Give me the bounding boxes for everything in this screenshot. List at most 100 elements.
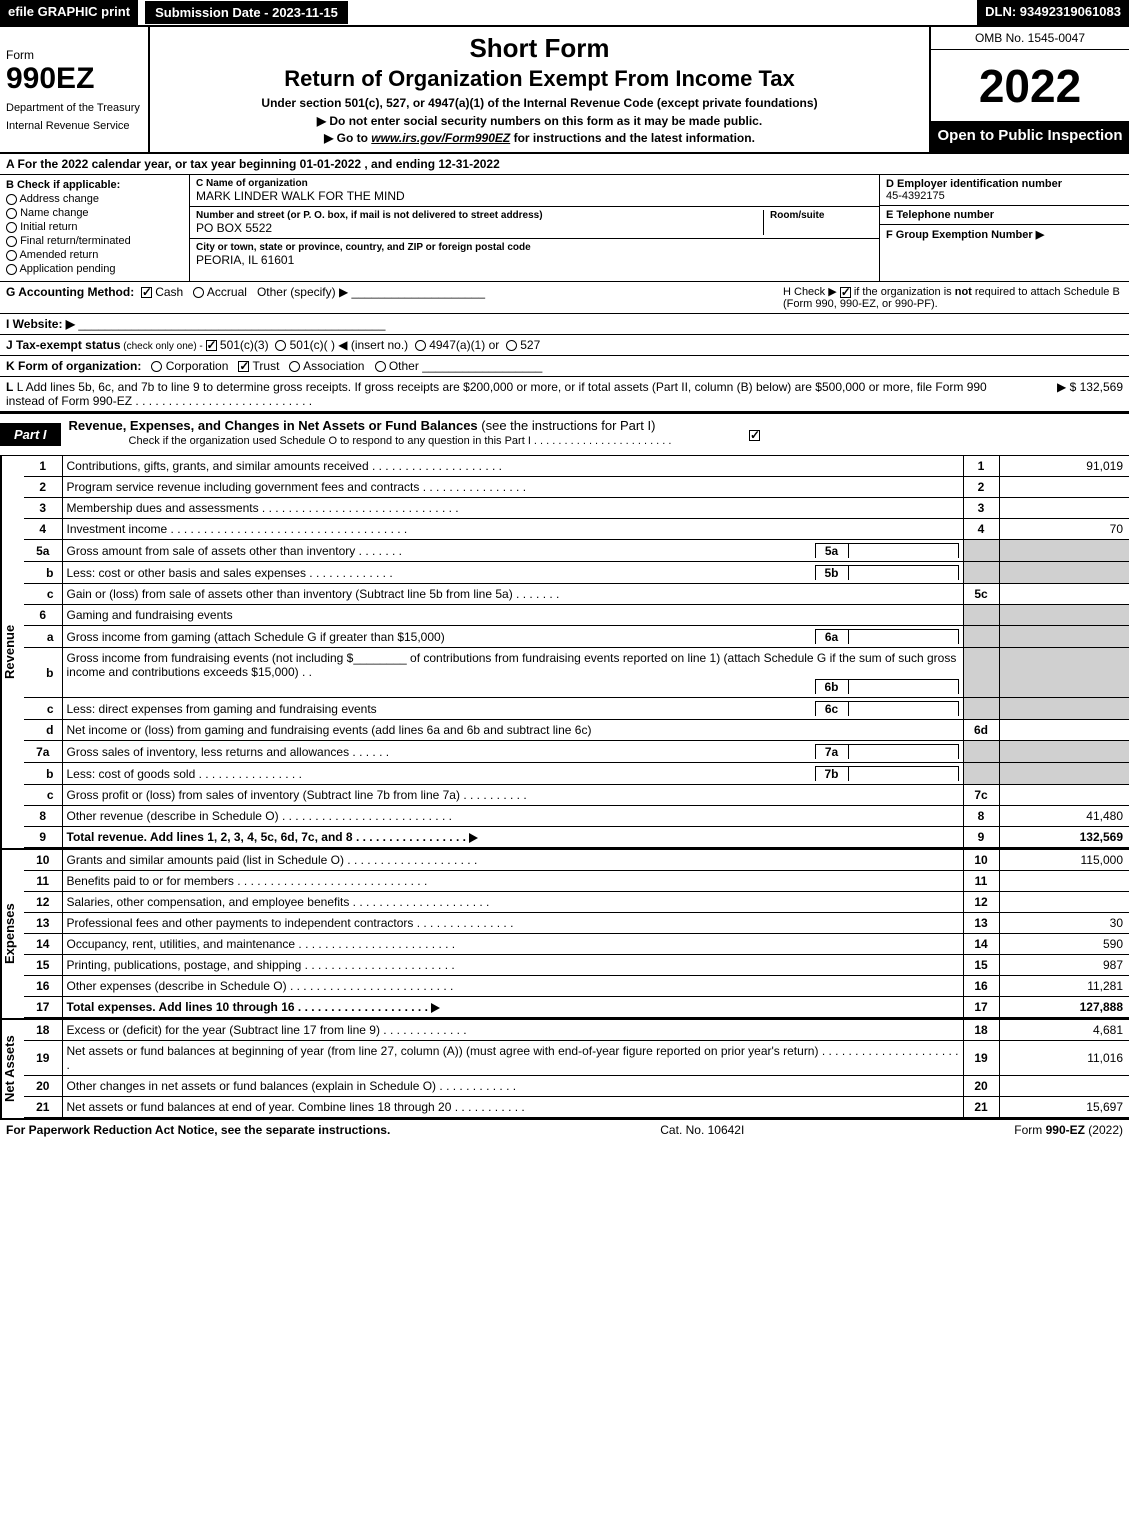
- line-5c: cGain or (loss) from sale of assets othe…: [24, 584, 1129, 605]
- check-501c3[interactable]: [206, 340, 217, 351]
- telephone-row: E Telephone number: [880, 206, 1129, 225]
- check-association[interactable]: [289, 361, 300, 372]
- check-4947[interactable]: [415, 340, 426, 351]
- part1-header: Part I Revenue, Expenses, and Changes in…: [0, 412, 1129, 456]
- j-note: (check only one) -: [121, 341, 206, 352]
- j-501c3: 501(c)(3): [220, 338, 269, 352]
- expenses-side-label: Expenses: [0, 850, 24, 1018]
- k-association: Association: [303, 359, 364, 373]
- dept-treasury: Department of the Treasury: [6, 102, 142, 114]
- check-cash[interactable]: [141, 287, 152, 298]
- k-other: Other: [389, 359, 419, 373]
- part1-tag: Part I: [0, 423, 61, 446]
- check-527[interactable]: [506, 340, 517, 351]
- line-7c: cGross profit or (loss) from sales of in…: [24, 785, 1129, 806]
- check-corporation[interactable]: [151, 361, 162, 372]
- check-accrual[interactable]: [193, 287, 204, 298]
- row-i-website: I Website: ▶ ___________________________…: [0, 313, 1129, 334]
- tel-label: E Telephone number: [886, 209, 1123, 221]
- top-bar: efile GRAPHIC print Submission Date - 20…: [0, 0, 1129, 27]
- part1-check-note: Check if the organization used Schedule …: [69, 433, 732, 451]
- check-trust[interactable]: [238, 361, 249, 372]
- check-amended-return[interactable]: Amended return: [6, 249, 183, 261]
- row-g-h: G Accounting Method: Cash Accrual Other …: [0, 282, 1129, 313]
- ein-label: D Employer identification number: [886, 178, 1123, 190]
- title-cell: Short Form Return of Organization Exempt…: [150, 27, 929, 152]
- irs-link[interactable]: www.irs.gov/Form990EZ: [371, 131, 510, 145]
- revenue-section: Revenue 1Contributions, gifts, grants, a…: [0, 456, 1129, 848]
- form-number-cell: Form 990EZ Department of the Treasury In…: [0, 27, 150, 152]
- line-7a: 7aGross sales of inventory, less returns…: [24, 741, 1129, 763]
- row-j-tax-exempt: J Tax-exempt status (check only one) - 5…: [0, 334, 1129, 355]
- form-word: Form: [6, 48, 142, 62]
- open-public: Open to Public Inspection: [931, 121, 1129, 152]
- check-other[interactable]: [375, 361, 386, 372]
- line-1: 1Contributions, gifts, grants, and simil…: [24, 456, 1129, 477]
- org-city-row: City or town, state or province, country…: [190, 239, 879, 270]
- form-header: Form 990EZ Department of the Treasury In…: [0, 27, 1129, 154]
- line-6d: dNet income or (loss) from gaming and fu…: [24, 720, 1129, 741]
- paperwork-notice: For Paperwork Reduction Act Notice, see …: [6, 1123, 390, 1137]
- short-form-title: Short Form: [156, 33, 923, 64]
- g-other: Other (specify) ▶: [257, 285, 348, 299]
- part1-schedule-o-check[interactable]: [739, 427, 769, 442]
- line-12: 12Salaries, other compensation, and empl…: [24, 892, 1129, 913]
- j-501c: 501(c)( ) ◀ (insert no.): [290, 338, 409, 352]
- line-6a: aGross income from gaming (attach Schedu…: [24, 626, 1129, 648]
- j-527: 527: [520, 338, 540, 352]
- check-final-return[interactable]: Final return/terminated: [6, 235, 183, 247]
- form-number: 990EZ: [6, 62, 142, 96]
- page-footer: For Paperwork Reduction Act Notice, see …: [0, 1118, 1129, 1140]
- part1-title: Revenue, Expenses, and Changes in Net As…: [69, 418, 478, 433]
- k-corporation: Corporation: [166, 359, 229, 373]
- j-label: J Tax-exempt status: [6, 338, 121, 352]
- main-title: Return of Organization Exempt From Incom…: [156, 66, 923, 92]
- check-initial-return[interactable]: Initial return: [6, 221, 183, 233]
- i-label: I Website: ▶: [6, 317, 75, 331]
- dln: DLN: 93492319061083: [977, 0, 1129, 25]
- k-label: K Form of organization:: [6, 359, 141, 373]
- l-amount: ▶ $ 132,569: [1003, 380, 1123, 408]
- line-15: 15Printing, publications, postage, and s…: [24, 955, 1129, 976]
- line-4: 4Investment income . . . . . . . . . . .…: [24, 519, 1129, 540]
- line-13: 13Professional fees and other payments t…: [24, 913, 1129, 934]
- subtitle: Under section 501(c), 527, or 4947(a)(1)…: [156, 96, 923, 110]
- section-a-tax-year: A For the 2022 calendar year, or tax yea…: [0, 154, 1129, 175]
- dept-irs: Internal Revenue Service: [6, 120, 142, 132]
- check-address-change[interactable]: Address change: [6, 193, 183, 205]
- check-name-change[interactable]: Name change: [6, 207, 183, 219]
- j-4947: 4947(a)(1) or: [429, 338, 499, 352]
- line-3: 3Membership dues and assessments . . . .…: [24, 498, 1129, 519]
- tax-year: 2022: [931, 50, 1129, 121]
- city-label: City or town, state or province, country…: [196, 242, 873, 253]
- meta-area: G Accounting Method: Cash Accrual Other …: [0, 282, 1129, 412]
- g-cash: Cash: [155, 285, 183, 299]
- line-6b: bGross income from fundraising events (n…: [24, 648, 1129, 698]
- line-7b: bLess: cost of goods sold . . . . . . . …: [24, 763, 1129, 785]
- check-501c[interactable]: [275, 340, 286, 351]
- submission-date: Submission Date - 2023-11-15: [144, 0, 349, 25]
- org-name-label: C Name of organization: [196, 178, 873, 189]
- b-label: B Check if applicable:: [6, 179, 183, 191]
- line-5b: bLess: cost or other basis and sales exp…: [24, 562, 1129, 584]
- org-info-grid: B Check if applicable: Address change Na…: [0, 175, 1129, 282]
- inst2-pre: ▶ Go to: [324, 131, 371, 145]
- form-ref: Form 990-EZ (2022): [1014, 1123, 1123, 1137]
- org-name: MARK LINDER WALK FOR THE MIND: [196, 189, 873, 203]
- cat-no: Cat. No. 10642I: [660, 1123, 744, 1137]
- line-11: 11Benefits paid to or for members . . . …: [24, 871, 1129, 892]
- line-10: 10Grants and similar amounts paid (list …: [24, 850, 1129, 871]
- section-b: B Check if applicable: Address change Na…: [0, 175, 190, 281]
- omb-number: OMB No. 1545-0047: [931, 27, 1129, 50]
- g-label: G Accounting Method:: [6, 285, 134, 299]
- efile-print-label: efile GRAPHIC print: [0, 0, 138, 25]
- part1-paren: (see the instructions for Part I): [478, 418, 656, 433]
- net-assets-table: 18Excess or (deficit) for the year (Subt…: [24, 1020, 1129, 1118]
- row-k-org-form: K Form of organization: Corporation Trus…: [0, 355, 1129, 376]
- h-not: not: [955, 286, 972, 298]
- line-6c: cLess: direct expenses from gaming and f…: [24, 698, 1129, 720]
- check-schedule-b[interactable]: [840, 287, 851, 298]
- section-c: C Name of organization MARK LINDER WALK …: [190, 175, 879, 281]
- section-a-text: A For the 2022 calendar year, or tax yea…: [6, 157, 500, 171]
- check-application-pending[interactable]: Application pending: [6, 263, 183, 275]
